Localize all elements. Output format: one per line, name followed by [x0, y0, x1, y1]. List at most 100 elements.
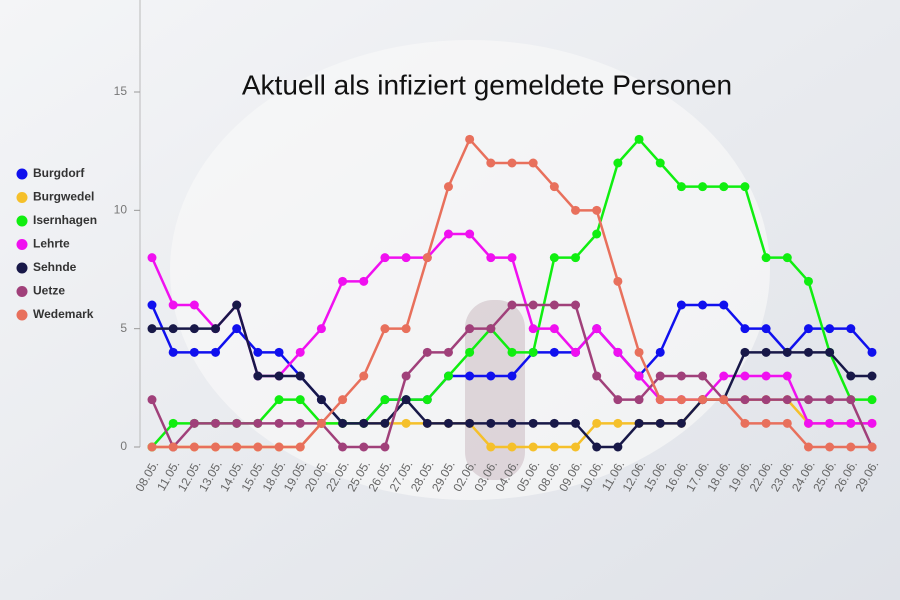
data-point — [253, 442, 263, 452]
data-point — [528, 324, 538, 334]
legend-label: Burgdorf — [33, 166, 85, 180]
data-point — [676, 371, 686, 381]
y-tick-label: 0 — [120, 439, 127, 453]
data-point — [782, 371, 792, 381]
data-point — [211, 347, 221, 357]
data-point — [549, 324, 559, 334]
data-point — [613, 276, 623, 286]
data-point — [147, 324, 157, 334]
data-point — [168, 347, 178, 357]
data-point — [422, 347, 432, 357]
data-point — [359, 418, 369, 428]
data-point — [549, 442, 559, 452]
data-point — [295, 347, 305, 357]
data-point — [401, 253, 411, 263]
data-point — [613, 158, 623, 168]
data-point — [867, 442, 877, 452]
data-point — [655, 371, 665, 381]
data-point — [147, 395, 157, 405]
data-point — [782, 253, 792, 263]
data-point — [253, 371, 263, 381]
data-point — [655, 418, 665, 428]
data-point — [592, 229, 602, 239]
data-point — [592, 442, 602, 452]
data-point — [211, 442, 221, 452]
data-point — [740, 324, 750, 334]
data-point — [147, 442, 157, 452]
data-point — [571, 253, 581, 263]
data-point — [401, 395, 411, 405]
data-point — [655, 347, 665, 357]
data-point — [613, 347, 623, 357]
data-point — [846, 324, 856, 334]
data-point — [634, 418, 644, 428]
data-point — [825, 395, 835, 405]
data-point — [380, 253, 390, 263]
data-point — [422, 418, 432, 428]
data-point — [465, 229, 475, 239]
data-point — [571, 418, 581, 428]
data-point — [316, 395, 326, 405]
data-point — [803, 418, 813, 428]
data-point — [443, 229, 453, 239]
data-point — [465, 324, 475, 334]
legend-label: Lehrte — [33, 237, 70, 251]
data-point — [867, 418, 877, 428]
data-point — [846, 442, 856, 452]
data-point — [486, 418, 496, 428]
data-point — [486, 324, 496, 334]
data-point — [634, 134, 644, 144]
data-point — [486, 253, 496, 263]
data-point — [676, 418, 686, 428]
data-point — [443, 371, 453, 381]
data-point — [761, 395, 771, 405]
data-point — [846, 418, 856, 428]
legend-marker — [16, 286, 28, 297]
data-point — [528, 300, 538, 310]
data-point — [634, 347, 644, 357]
data-point — [782, 347, 792, 357]
data-point — [443, 418, 453, 428]
data-point — [359, 371, 369, 381]
data-point — [740, 182, 750, 192]
data-point — [338, 418, 348, 428]
legend-marker — [16, 262, 28, 274]
data-point — [803, 395, 813, 405]
data-point — [422, 253, 432, 263]
data-point — [676, 182, 686, 192]
legend-marker — [16, 215, 28, 227]
data-point — [189, 418, 199, 428]
data-point — [740, 395, 750, 405]
data-point — [274, 347, 284, 357]
data-point — [613, 418, 623, 428]
data-point — [295, 442, 305, 452]
data-point — [380, 395, 390, 405]
data-point — [825, 324, 835, 334]
data-point — [592, 324, 602, 334]
data-point — [549, 347, 559, 357]
chart-title: Aktuell als infiziert gemeldete Personen — [242, 69, 732, 100]
data-point — [465, 134, 475, 144]
data-point — [592, 205, 602, 215]
data-point — [189, 324, 199, 334]
data-point — [507, 158, 517, 168]
data-point — [189, 300, 199, 310]
data-point — [211, 418, 221, 428]
data-point — [613, 395, 623, 405]
data-point — [507, 418, 517, 428]
data-point — [465, 418, 475, 428]
data-point — [168, 300, 178, 310]
data-point — [867, 347, 877, 357]
data-point — [740, 347, 750, 357]
legend-label: Sehnde — [33, 260, 77, 274]
data-point — [803, 324, 813, 334]
legend-label: Burgwedel — [33, 190, 94, 204]
background-shape — [170, 40, 770, 500]
legend-marker — [16, 239, 28, 250]
data-point — [761, 371, 771, 381]
data-point — [338, 442, 348, 452]
data-point — [571, 442, 581, 452]
data-point — [698, 371, 708, 381]
data-point — [189, 347, 199, 357]
